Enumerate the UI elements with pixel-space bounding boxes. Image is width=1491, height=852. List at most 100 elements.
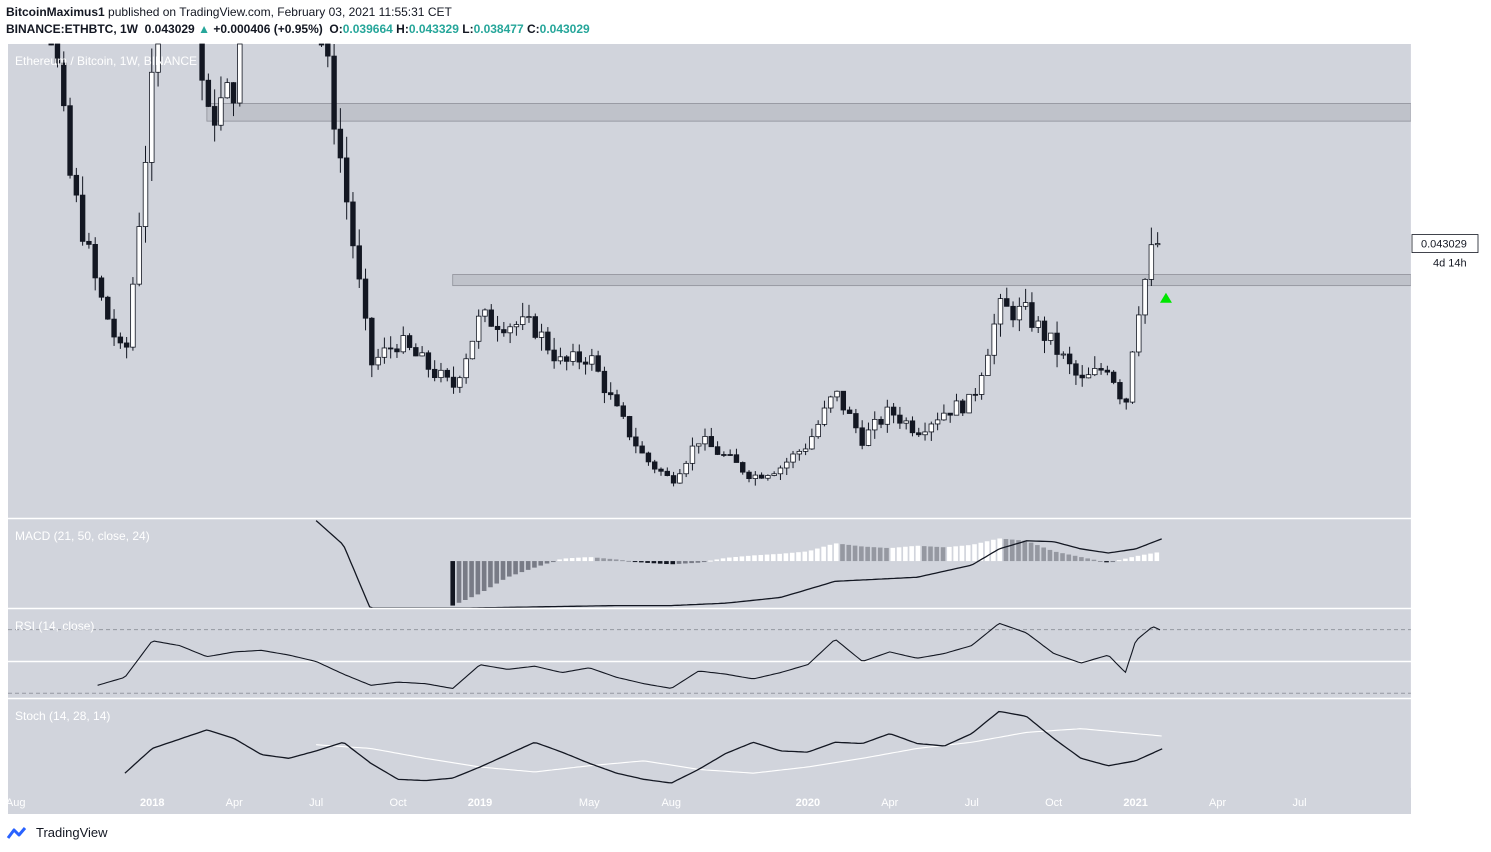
footer-brand[interactable]: TradingView [36,825,108,840]
macd-histogram-bar [890,547,896,562]
macd-histogram-bar [815,548,820,562]
resistance-zone [452,274,1412,287]
candle [626,415,633,441]
candle [972,387,979,402]
candle [1048,332,1054,345]
macd-histogram-bar [576,557,581,562]
close-value: 0.043029 [539,22,590,36]
macd-histogram-bar [840,544,845,562]
macd-histogram-bar [789,552,795,562]
candle [633,427,639,454]
macd-histogram-bar [450,561,456,606]
candle [664,467,670,477]
candle [639,441,645,454]
candle [1117,379,1123,405]
stoch-tick-label: 40.00 [1420,756,1448,768]
candle [582,357,589,375]
macd-histogram-bar [915,545,921,562]
candle [431,360,438,382]
macd-histogram-bar [613,559,619,562]
macd-histogram-bar [1047,549,1053,562]
candles-layer [48,43,1172,487]
macd-tick-label: -0.005000 [1414,597,1464,609]
candle [419,346,425,357]
macd-histogram-bar [1104,561,1109,563]
x-tick-label: Oct [1045,797,1062,809]
macd-histogram-bar [645,561,650,563]
macd-histogram-bar [852,545,858,562]
macd-histogram-bar [714,559,720,562]
candle [758,472,765,479]
candle [1029,292,1035,332]
candle [746,470,752,483]
macd-histogram-bar [865,546,870,562]
macd-histogram-bar [745,555,751,562]
macd-histogram-bar [1123,558,1128,562]
last-price-box [1411,234,1479,253]
candle [752,471,759,486]
candle [1073,360,1079,385]
candle [595,350,601,373]
macd-histogram-bar [871,547,877,562]
candle [513,321,520,336]
candle [149,48,155,182]
macd-histogram-bar [507,561,512,577]
macd-histogram-bar [984,541,990,562]
footer: TradingView [6,825,108,840]
candle [337,108,344,173]
candle [1004,287,1010,307]
candle [538,323,545,351]
macd-histogram-bar [733,556,738,562]
x-axis: Aug 2018 Apr Jul Oct 2019 May Aug 2020 Apr Jul Oct 2… [6,788,1411,814]
stoch-title: Stoch (14, 28, 14) [15,709,110,723]
candle [532,313,538,340]
macd-histogram-bar [639,561,644,563]
candle [834,390,840,402]
author-name[interactable]: BitcoinMaximus1 [6,5,105,19]
candle [620,402,626,419]
candle [394,343,400,358]
candle [821,400,828,427]
candle [369,317,375,378]
x-tick-label: Jul [965,797,979,809]
macd-histogram-bar [903,546,908,562]
candle [469,340,476,360]
candle [1041,316,1048,354]
candle [727,449,733,456]
candle [928,421,935,441]
candle [79,176,86,246]
axis-layer: 0.043029 4d 14h 0.060000 0.055000 0.050000 0.… [1411,81,1479,768]
stoch-k-line [124,710,1163,784]
macd-histogram-bar [808,550,814,562]
macd-histogram-bar [972,544,977,562]
candle [564,355,570,371]
candle [652,459,658,474]
candle [966,393,972,414]
candle [916,427,922,437]
macd-histogram-bar [519,561,525,573]
candle [909,416,916,437]
candle [343,136,350,220]
y-tick-label: 0.035000 [1420,313,1466,325]
candle [224,78,230,99]
x-tick-label: Jul [1293,797,1307,809]
x-tick-label: Apr [881,797,898,809]
candle [708,427,714,448]
candle [400,326,406,354]
macd-histogram-bar [469,561,474,598]
rsi-line [97,622,1161,689]
candle [1085,367,1092,379]
macd-histogram-bar [821,546,826,562]
candle [406,333,413,351]
candle [840,390,847,415]
macd-histogram-bar [1097,561,1103,563]
candle [54,43,61,68]
macd-histogram-bar [475,561,481,595]
macd-histogram-bar [953,546,958,562]
symbol-label: BINANCE:ETHBTC, 1W [6,22,138,36]
candle [1066,346,1073,375]
candle [136,212,142,287]
macd-histogram-bar [884,547,889,562]
candle [771,471,777,477]
